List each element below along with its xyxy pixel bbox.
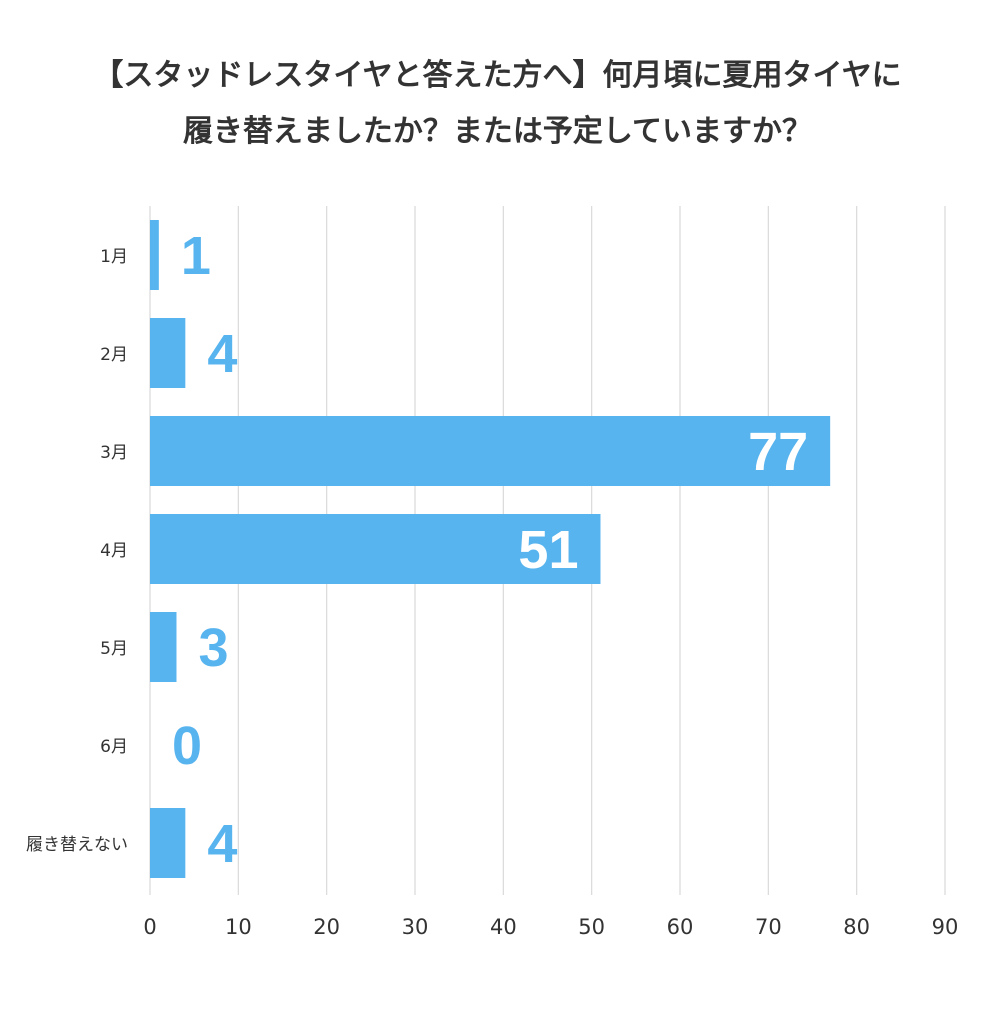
chart-title-line1: 【スタッドレスタイヤと答えた方へ】何月頃に夏用タイヤに [93,58,902,93]
bar [150,416,831,486]
chart-title-line2: 履き替えましたか？または予定していますか？ [182,114,813,149]
data-label: 4 [207,814,237,874]
bar [150,514,601,584]
category-label: 1月 [100,247,128,267]
x-tick-label: 90 [932,915,959,939]
x-tick-label: 50 [578,915,605,939]
x-tick-label: 0 [143,915,156,939]
bar [150,220,159,290]
chart-title: 【スタッドレスタイヤと答えた方へ】何月頃に夏用タイヤに 履き替えましたか？または… [0,48,995,160]
category-label: 6月 [100,737,128,757]
category-label: 3月 [100,443,128,463]
x-tick-label: 80 [843,915,870,939]
x-tick-label: 10 [225,915,252,939]
bar [150,612,177,682]
data-label: 0 [172,716,202,776]
bar [150,808,186,878]
category-label: 4月 [100,541,128,561]
data-label: 51 [518,520,578,580]
data-label: 3 [199,618,229,678]
x-tick-label: 70 [755,915,782,939]
x-tick-label: 30 [402,915,429,939]
category-label: 履き替えない [26,835,128,855]
x-tick-label: 60 [667,915,694,939]
data-label: 1 [181,226,211,286]
data-label: 77 [748,422,808,482]
bar [150,318,186,388]
x-tick-label: 20 [313,915,340,939]
category-label: 2月 [100,345,128,365]
x-tick-label: 40 [490,915,517,939]
category-label: 5月 [100,639,128,659]
data-label: 4 [207,324,237,384]
